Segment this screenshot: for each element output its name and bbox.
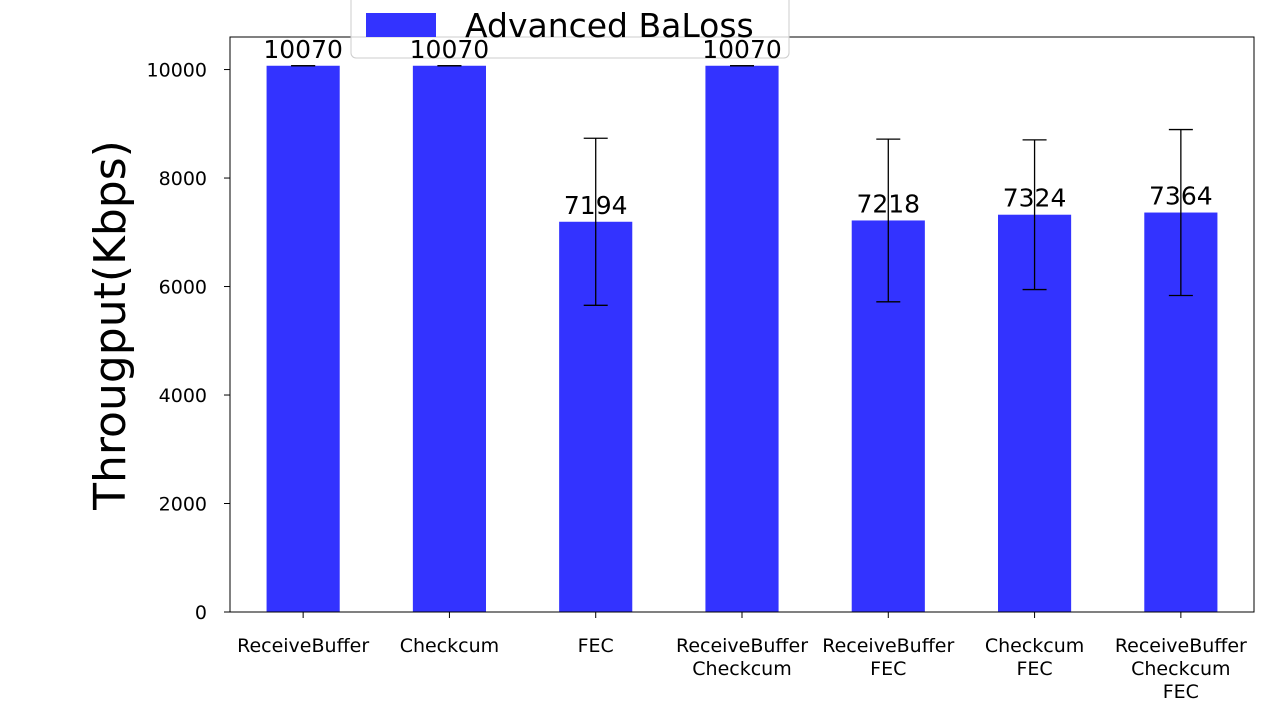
x-tick-label: Checkcum xyxy=(985,635,1084,657)
x-tick-label: ReceiveBuffer xyxy=(237,635,369,657)
data-label: 10070 xyxy=(702,35,782,64)
x-tick-label: FEC xyxy=(578,635,614,657)
bar xyxy=(705,65,779,612)
x-tick-label: Checkcum xyxy=(1131,658,1230,680)
y-tick-label: 0 xyxy=(195,602,207,624)
data-label: 10070 xyxy=(410,35,490,64)
x-tick-label: Checkcum xyxy=(400,635,499,657)
bar xyxy=(412,65,486,612)
data-label: 10070 xyxy=(263,35,343,64)
x-tick-label: ReceiveBuffer xyxy=(676,635,808,657)
y-axis-label: Througput(Kbps) xyxy=(85,140,136,511)
x-tick-label: FEC xyxy=(1163,681,1199,703)
data-label: 7364 xyxy=(1149,182,1213,211)
y-tick-label: 8000 xyxy=(159,168,207,190)
data-label: 7218 xyxy=(856,189,920,218)
data-label: 7194 xyxy=(564,191,628,220)
y-tick-label: 6000 xyxy=(159,277,207,299)
x-tick-label: FEC xyxy=(1016,658,1052,680)
legend-box xyxy=(350,0,790,59)
legend: Advanced BaLoss xyxy=(350,0,790,59)
legend-swatch xyxy=(366,13,436,37)
legend-label: Advanced BaLoss xyxy=(465,6,754,45)
data-label: 7324 xyxy=(1003,184,1067,213)
y-tick-label: 10000 xyxy=(147,60,207,82)
bar xyxy=(266,65,340,612)
y-tick-label: 2000 xyxy=(159,494,207,516)
x-tick-label: FEC xyxy=(870,658,906,680)
y-tick-label: 4000 xyxy=(159,385,207,407)
x-tick-label: Checkcum xyxy=(692,658,791,680)
x-tick-label: ReceiveBuffer xyxy=(822,635,954,657)
x-tick-label: ReceiveBuffer xyxy=(1115,635,1247,657)
